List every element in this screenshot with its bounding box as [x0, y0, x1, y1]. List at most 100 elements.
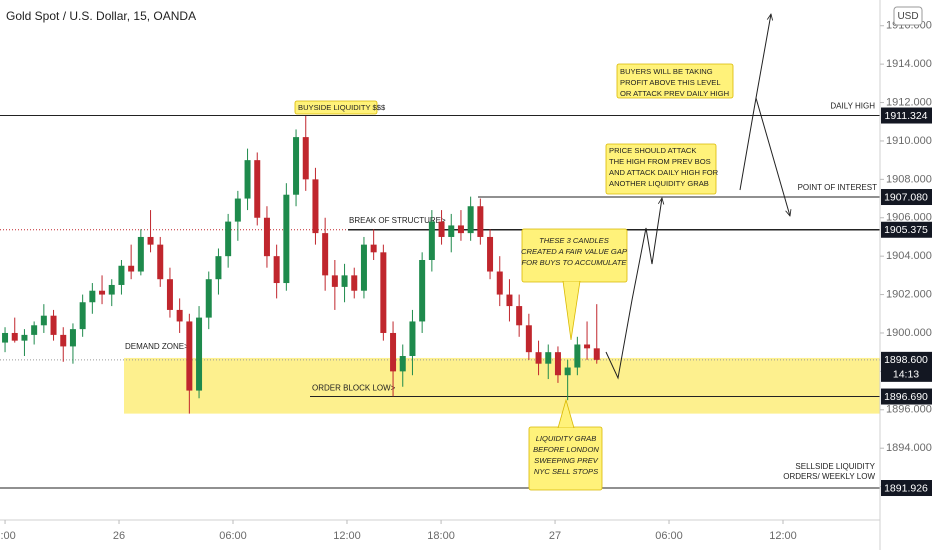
candle-body	[31, 325, 38, 335]
axes: 1892.0001894.0001896.0001898.0001900.000…	[0, 20, 932, 542]
note-box	[294, 100, 378, 115]
candle-body	[244, 160, 251, 199]
candle-body	[496, 271, 503, 295]
price-box-label: 1896.690	[884, 391, 928, 403]
candle-body	[263, 217, 270, 257]
level-label: DAILY HIGH	[830, 102, 875, 111]
note-text: SWEEPING PREV	[534, 456, 599, 465]
note-box	[523, 230, 626, 281]
price-box-label: 1891.926	[884, 482, 928, 494]
y-tick-label: 1900.000	[886, 327, 932, 339]
countdown: 14:13	[893, 369, 919, 381]
level-label: ORDER BLOCK LOW>	[312, 384, 396, 393]
candle-body	[390, 332, 397, 372]
candle-body	[176, 309, 183, 322]
candle-body	[11, 332, 18, 341]
candle-body	[302, 137, 309, 180]
zone-label: DEMAND ZONE>	[125, 342, 189, 351]
candle-body	[438, 221, 445, 237]
candle-body	[60, 334, 67, 347]
currency-box[interactable]	[893, 6, 923, 26]
y-tick-label: 1896.000	[886, 404, 932, 416]
x-tick-label: 12:00	[769, 530, 797, 542]
x-tick-label: 8:00	[0, 530, 16, 542]
candle-body	[50, 315, 57, 335]
x-tick-label: 27	[549, 530, 561, 542]
note-text: BUYSIDE LIQUIDITY $$$	[298, 103, 386, 112]
levels: DAILY HIGH POINT OF INTEREST BREAK OF STRU…	[0, 102, 880, 489]
candle-body	[380, 252, 387, 333]
x-tick-label: 26	[113, 530, 125, 542]
price-box	[881, 221, 932, 238]
candle-body	[506, 294, 513, 307]
level-label: BREAK OF STRUCTURE>	[349, 216, 446, 225]
candle-body	[21, 334, 28, 341]
candle-body	[89, 290, 96, 303]
candle-body	[166, 279, 173, 310]
candle-body	[409, 321, 416, 357]
y-tick-label: 1902.000	[886, 288, 932, 300]
level-label: SELLSIDE LIQUIDITY	[795, 462, 875, 471]
candle-body	[312, 179, 319, 234]
candle-body	[283, 194, 290, 284]
y-tick-label: 1912.000	[886, 96, 932, 108]
candle-body	[147, 236, 154, 245]
y-tick-label: 1914.000	[886, 58, 932, 70]
note-text: THE HIGH FROM PREV BOS	[609, 157, 711, 166]
candle-body	[428, 221, 435, 260]
candle-body	[215, 256, 222, 280]
price-box	[881, 107, 932, 124]
projection-path	[605, 198, 662, 380]
candle-body	[593, 348, 600, 360]
price-box	[881, 388, 932, 405]
candle-body	[467, 206, 474, 234]
notes: BUYSIDE LIQUIDITY $$$ BUYERS WILL BE TAKI…	[294, 63, 734, 491]
candle-body	[331, 275, 338, 287]
currency[interactable]: USD	[897, 11, 918, 22]
price-box-label: 1911.324	[884, 110, 927, 122]
candle-body	[186, 321, 193, 391]
candle-body	[574, 344, 581, 368]
note-text: PROFIT ABOVE THIS LEVEL	[620, 78, 721, 87]
candle-body	[128, 265, 135, 272]
candle-body	[457, 225, 464, 234]
level-label: POINT OF INTEREST	[798, 183, 878, 192]
x-tick-label: 06:00	[219, 530, 247, 542]
x-tick-label: 18:00	[427, 530, 455, 542]
note-text: NYC SELL STOPS	[534, 467, 598, 476]
y-tick-label: 1904.000	[886, 250, 932, 262]
candle-body	[477, 206, 484, 237]
note-box	[605, 143, 717, 195]
note-text: CREATED A FAIR VALUE GAP	[521, 247, 628, 256]
price-box-label: 1907.080	[884, 191, 928, 203]
candles	[2, 115, 600, 414]
candle-body	[157, 244, 164, 280]
candle-body	[273, 256, 280, 284]
note-box	[530, 428, 601, 489]
note-text: BEFORE LONDON	[533, 445, 599, 454]
candle-body	[419, 260, 426, 322]
candle-body	[118, 265, 125, 285]
candle-body	[564, 367, 571, 376]
candle-body	[322, 233, 329, 276]
level-label: ORDERS/ WEEKLY LOW	[783, 472, 875, 481]
price-box-label: 1898.600	[884, 354, 928, 366]
candle-body	[40, 315, 47, 326]
x-tick-label: 12:00	[333, 530, 361, 542]
candle-body	[360, 244, 367, 291]
note-text: FOR BUYS TO ACCUMULATE	[522, 258, 628, 267]
note-text: LIQUIDITY GRAB	[536, 434, 597, 443]
y-tick-label: 1906.000	[886, 212, 932, 224]
y-tick-label: 1908.000	[886, 173, 932, 185]
candle-body	[516, 306, 523, 326]
zones: DEMAND ZONE>	[124, 342, 880, 414]
candle-body	[69, 329, 76, 347]
candle-body	[254, 160, 261, 218]
x-tick-label: 06:00	[655, 530, 683, 542]
candle-body	[234, 198, 241, 222]
candle-body	[99, 290, 106, 295]
price-box-label: 1905.375	[884, 224, 928, 236]
candle-body	[370, 244, 377, 253]
candle-body	[341, 275, 348, 287]
